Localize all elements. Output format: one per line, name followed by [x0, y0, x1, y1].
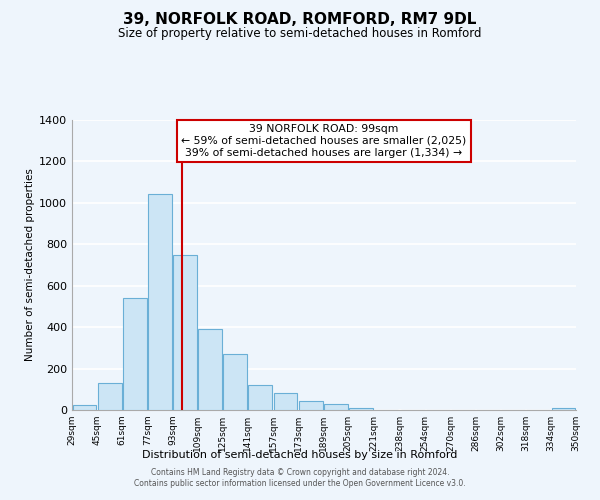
- Bar: [324, 404, 348, 410]
- Bar: [73, 405, 97, 410]
- Text: Contains HM Land Registry data © Crown copyright and database right 2024.
Contai: Contains HM Land Registry data © Crown c…: [134, 468, 466, 487]
- Bar: [349, 408, 373, 410]
- Y-axis label: Number of semi-detached properties: Number of semi-detached properties: [25, 168, 35, 362]
- Text: 39 NORFOLK ROAD: 99sqm
← 59% of semi-detached houses are smaller (2,025)
39% of : 39 NORFOLK ROAD: 99sqm ← 59% of semi-det…: [181, 124, 467, 158]
- Text: Size of property relative to semi-detached houses in Romford: Size of property relative to semi-detach…: [118, 28, 482, 40]
- Text: Distribution of semi-detached houses by size in Romford: Distribution of semi-detached houses by …: [142, 450, 458, 460]
- Bar: [274, 394, 298, 410]
- Bar: [551, 408, 575, 410]
- Bar: [123, 298, 147, 410]
- Bar: [223, 354, 247, 410]
- Bar: [248, 385, 272, 410]
- Bar: [98, 383, 122, 410]
- Bar: [148, 194, 172, 410]
- Bar: [173, 254, 197, 410]
- Bar: [198, 329, 222, 410]
- Text: 39, NORFOLK ROAD, ROMFORD, RM7 9DL: 39, NORFOLK ROAD, ROMFORD, RM7 9DL: [124, 12, 476, 28]
- Bar: [299, 400, 323, 410]
